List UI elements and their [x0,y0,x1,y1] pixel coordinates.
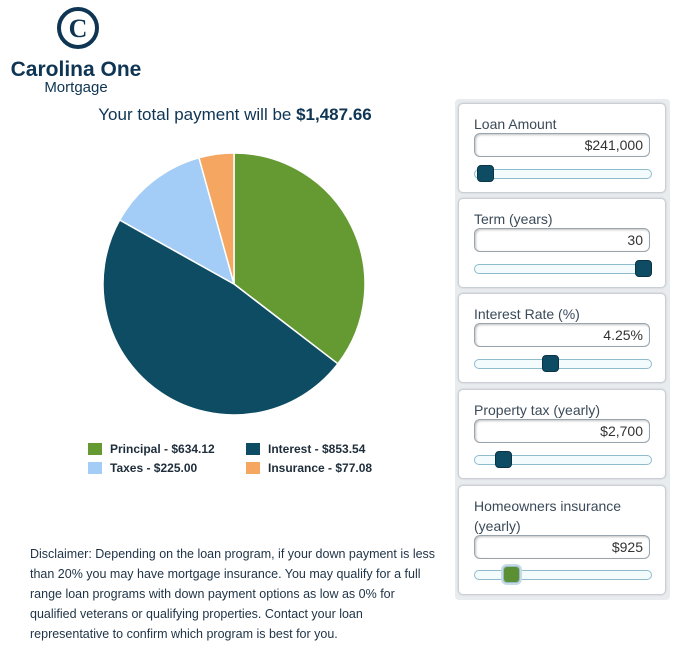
carolina-one-logo: C Carolina One Mortgage [6,6,146,98]
homeowners-insurance-slider-handle[interactable] [502,566,520,583]
loan-amount-input[interactable]: $241,000 [474,133,650,157]
legend-label-interest: Interest - $853.54 [268,442,366,456]
loan-amount-slider[interactable] [474,165,652,182]
pie-slice-insurance [198,152,235,285]
interest-rate-slider-handle[interactable] [541,355,559,372]
legend-item-taxes: Taxes - $225.00 [88,460,197,476]
legend-swatch-interest [246,443,260,455]
property-tax-slider[interactable] [474,451,652,468]
pie-svg [102,152,366,416]
pie-slice-interest [102,218,339,416]
property-tax-card: Property tax (yearly) $2,700 [458,389,666,479]
term-slider-handle[interactable] [635,260,652,277]
pie-slice-taxes [118,156,236,286]
legend-item-insurance: Insurance - $77.08 [246,460,372,476]
homeowners-insurance-input[interactable]: $925 [474,535,650,559]
homeowners-insurance-label: Homeowners insurance (yearly) [474,498,622,534]
logo-name: Carolina One [10,58,142,81]
legend-swatch-taxes [88,462,102,474]
loan-amount-card: Loan Amount $241,000 [458,103,666,193]
total-payment-amount: $1,487.66 [296,105,372,124]
logo-c-mark-icon: C [57,7,99,49]
pie-slice-principal [233,152,366,365]
legend-label-insurance: Insurance - $77.08 [268,461,373,475]
legend-item-interest: Interest - $853.54 [246,441,365,457]
homeowners-insurance-card: Homeowners insurance (yearly) $925 [458,485,666,595]
interest-rate-input[interactable]: 4.25% [474,323,650,347]
calculator-panel: Loan Amount $241,000 Term (years) 30 Int… [455,99,670,600]
total-payment-prefix: Your total payment will be [98,105,292,124]
payment-pie-chart [100,150,368,418]
term-slider[interactable] [474,260,652,277]
loan-amount-slider-handle[interactable] [477,165,495,182]
interest-rate-label: Interest Rate (%) [474,306,580,322]
logo-subtitle: Mortgage [44,79,108,96]
legend-swatch-principal [88,443,102,455]
term-label: Term (years) [474,211,553,227]
homeowners-insurance-slider[interactable] [474,566,652,583]
svg-text:C: C [69,14,88,43]
legend-label-taxes: Taxes - $225.00 [110,461,198,475]
total-payment-heading: Your total payment will be $1,487.66 [60,105,410,125]
property-tax-slider-handle[interactable] [494,451,512,468]
property-tax-label: Property tax (yearly) [474,402,601,418]
loan-amount-label: Loan Amount [474,116,557,132]
legend-swatch-insurance [246,462,260,474]
interest-rate-card: Interest Rate (%) 4.25% [458,293,666,383]
term-input[interactable]: 30 [474,228,650,252]
interest-rate-slider[interactable] [474,355,652,372]
disclaimer-text: Disclaimer: Depending on the loan progra… [30,547,436,641]
term-card: Term (years) 30 [458,198,666,288]
legend-item-principal: Principal - $634.12 [88,441,215,457]
legend-label-principal: Principal - $634.12 [110,442,215,456]
property-tax-input[interactable]: $2,700 [474,419,650,443]
